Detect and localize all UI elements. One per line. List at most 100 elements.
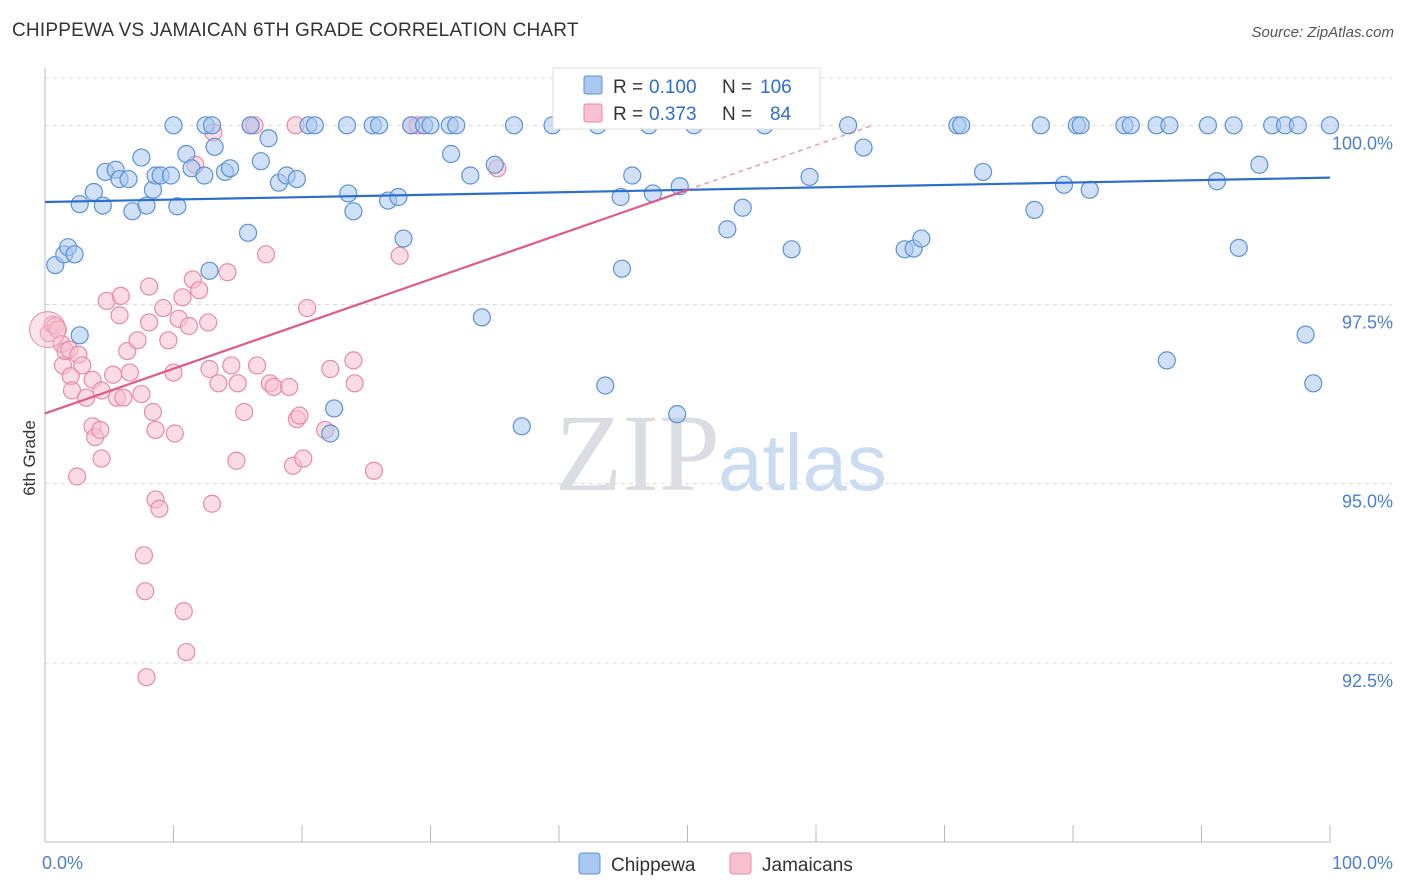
jamaicans-point [137, 668, 156, 687]
jamaicans-point [222, 356, 241, 375]
watermark: ZIP atlas [555, 392, 887, 514]
chippewa-r-value: 0.100 [649, 77, 697, 98]
chippewa-point [1031, 116, 1050, 135]
chippewa-point [1121, 116, 1140, 135]
chippewa-point [854, 138, 873, 157]
y-axis-title: 6th Grade [20, 420, 39, 496]
jamaicans-n-label: N = [722, 104, 752, 125]
jamaicans-r-label: R = [613, 104, 643, 125]
chippewa-point [161, 166, 181, 185]
chippewa-point [164, 116, 183, 135]
jamaicans-point [173, 288, 192, 307]
watermark-zip: ZIP [555, 392, 720, 514]
jamaicans-point [390, 246, 409, 265]
jamaicans-point [321, 359, 340, 379]
jamaicans-point [190, 281, 209, 300]
jamaicans-point [62, 381, 82, 400]
jamaicans-point [91, 420, 110, 440]
chippewa-point [337, 116, 357, 135]
jamaicans-swatch-icon [583, 103, 603, 123]
jamaicans-point-cluster [29, 311, 67, 349]
chippewa-point [912, 229, 931, 248]
jamaicans-point [159, 331, 178, 350]
jamaicans-point [202, 494, 222, 513]
jamaicans-point [209, 374, 228, 393]
chippewa-point [370, 116, 389, 135]
jamaicans-point [139, 313, 159, 332]
chippewa-point [952, 116, 971, 135]
y-tick-label: 95.0% [1342, 492, 1393, 512]
jamaicans-point [174, 602, 193, 621]
chippewa-point [512, 417, 531, 436]
trend-lines [44, 124, 1331, 415]
chippewa-point [1160, 116, 1179, 135]
chippewa-point [782, 240, 801, 259]
jamaicans-trend-extension [687, 124, 874, 191]
chippewa-point [1025, 200, 1044, 219]
chippewa-n-value: 106 [760, 77, 792, 98]
watermark-atlas: atlas [718, 418, 887, 507]
jamaicans-point [146, 420, 165, 440]
chippewa-point [839, 116, 858, 135]
chippewa-point [718, 220, 737, 239]
chippewa-point [241, 116, 260, 135]
chippewa-point [461, 166, 480, 185]
chippewa-point [973, 162, 993, 182]
stats-legend: R = 0.100 N = 106 R = 0.373 N = 84 [552, 67, 821, 130]
chippewa-point [472, 308, 491, 327]
source-credit: Source: ZipAtlas.com [1251, 24, 1394, 41]
jamaicans-point [68, 467, 87, 486]
chippewa-point [485, 155, 504, 174]
chippewa-swatch-icon [583, 75, 603, 95]
jamaicans-point [165, 424, 184, 443]
chippewa-point [220, 159, 240, 178]
chippewa-n-label: N = [722, 77, 752, 98]
gridlines [45, 77, 1392, 664]
jamaicans-point [290, 406, 309, 425]
jamaicans-point [143, 402, 163, 422]
jamaicans-point [110, 306, 129, 325]
jamaicans-point [139, 277, 159, 296]
jamaicans-point [218, 263, 237, 282]
chippewa-point [1157, 351, 1176, 370]
chippewa-point [623, 166, 642, 185]
jamaicans-point [200, 359, 219, 379]
chippewa-point [1296, 325, 1315, 344]
jamaicans-r-value: 0.373 [649, 104, 697, 125]
jamaicans-point [77, 388, 96, 407]
jamaicans-point [120, 363, 139, 382]
x-tick-label: 0.0% [42, 853, 83, 873]
jamaicans-point [264, 377, 283, 397]
chippewa-point [1304, 374, 1323, 393]
jamaicans-point [345, 374, 364, 393]
jamaicans-point [104, 365, 123, 384]
y-tick-label: 97.5% [1342, 313, 1393, 333]
chippewa-point [70, 195, 89, 214]
chippewa-point [596, 376, 615, 395]
chippewa-point [421, 116, 440, 135]
chippewa-point [800, 167, 819, 187]
chippewa-point [137, 196, 156, 215]
chippewa-point [251, 152, 270, 171]
legend-chippewa-icon [578, 852, 601, 875]
chippewa-point [119, 169, 138, 189]
chippewa-point [65, 245, 84, 264]
axes [44, 68, 1331, 843]
jamaicans-point [114, 388, 133, 407]
chippewa-point [1229, 238, 1248, 257]
jamaicans-point [235, 402, 254, 422]
legend-chippewa-label: Chippewa [611, 855, 696, 876]
jamaicans-point [247, 356, 267, 375]
chippewa-point [611, 187, 630, 207]
jamaicans-point [177, 642, 196, 662]
chippewa-point [321, 424, 340, 443]
chippewa-point [344, 202, 363, 221]
jamaicans-point [73, 356, 92, 375]
jamaicans-point [150, 499, 169, 518]
jamaicans-point [199, 313, 218, 332]
jamaicans-point [298, 298, 317, 318]
jamaicans-point [294, 449, 313, 468]
jamaicans-point [228, 374, 247, 393]
chippewa-point [1250, 155, 1269, 174]
